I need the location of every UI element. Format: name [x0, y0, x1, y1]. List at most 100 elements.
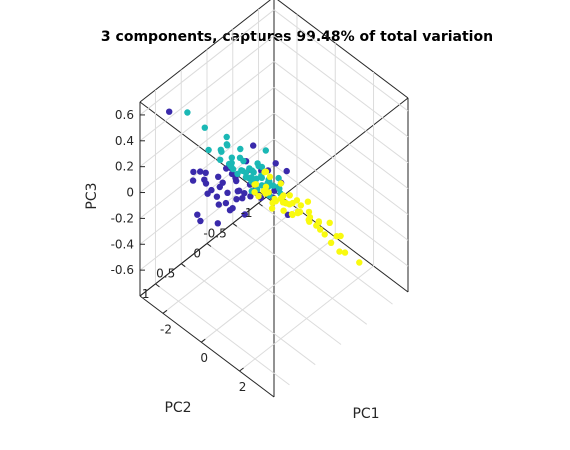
data-point-series-3 — [317, 226, 324, 233]
grid-lines — [139, 9, 409, 386]
grid-line — [273, 164, 409, 267]
data-point-series-1 — [216, 183, 223, 191]
data-point-series-2 — [223, 133, 230, 141]
data-point-series-2 — [201, 124, 208, 131]
data-point-series-3 — [277, 180, 284, 187]
z-tick-label: 0.4 — [115, 134, 134, 148]
z-axis-label: PC3 — [84, 182, 100, 209]
data-point-series-3 — [286, 192, 293, 199]
data-point-series-3 — [326, 219, 333, 226]
data-point-series-3 — [268, 205, 276, 212]
axes-front-edges — [139, 102, 275, 398]
data-point-series-2 — [275, 174, 282, 182]
data-point-series-2 — [228, 154, 235, 161]
data-point-series-1 — [214, 220, 221, 227]
x-tick-label: 0 — [200, 351, 208, 365]
data-point-series-1 — [222, 199, 230, 207]
data-point-series-1 — [202, 169, 209, 176]
data-point-series-3 — [305, 208, 313, 216]
data-point-series-3 — [297, 202, 305, 209]
y-tick-label: 1 — [142, 287, 150, 301]
data-point-series-2 — [253, 175, 260, 182]
data-point-series-3 — [255, 193, 262, 200]
data-point-series-1 — [247, 193, 254, 200]
data-point-series-3 — [286, 201, 293, 208]
grid-line — [273, 138, 409, 241]
grid-line — [273, 35, 409, 138]
y-axis-label: PC2 — [164, 400, 191, 416]
data-point-series-1 — [189, 177, 197, 184]
data-point-series-2 — [227, 163, 235, 170]
z-tick-label: -0.6 — [111, 263, 134, 277]
data-point-series-3 — [294, 209, 301, 217]
data-point-series-1 — [241, 211, 248, 218]
y-tick-mark — [155, 283, 160, 288]
grid-line — [139, 9, 275, 116]
data-point-series-2 — [234, 170, 241, 177]
data-point-series-1 — [250, 142, 257, 149]
data-point-series-1 — [224, 189, 231, 196]
data-point-series-1 — [226, 207, 234, 214]
box-edge — [277, 0, 409, 99]
data-point-series-2 — [218, 148, 225, 155]
data-point-series-1 — [166, 108, 173, 115]
z-tick-label: 0 — [126, 186, 134, 200]
data-point-series-3 — [265, 189, 272, 196]
data-point-series-2 — [258, 163, 266, 171]
data-point-series-2 — [258, 174, 265, 181]
data-point-series-2 — [276, 185, 283, 192]
grid-line — [139, 61, 275, 168]
grid-line — [273, 9, 409, 112]
data-point-series-2 — [262, 147, 269, 154]
x-tick-mark — [200, 338, 206, 343]
data-point-series-1 — [202, 180, 210, 187]
data-point-series-1 — [283, 167, 290, 175]
data-point-series-3 — [266, 173, 274, 180]
data-point-series-3 — [336, 248, 343, 255]
data-point-series-1 — [239, 195, 246, 202]
y-tick-label: 0.5 — [156, 267, 175, 281]
data-point-series-3 — [321, 231, 328, 238]
data-point-series-1 — [215, 201, 222, 208]
x-tick-label: -2 — [160, 322, 172, 336]
data-point-series-1 — [197, 217, 204, 225]
data-point-series-3 — [262, 183, 270, 190]
data-point-series-2 — [242, 169, 250, 177]
grid-line — [206, 243, 342, 345]
data-point-series-3 — [261, 168, 268, 176]
x-tick-mark — [239, 367, 244, 372]
data-point-series-2 — [237, 145, 244, 153]
grid-line — [232, 222, 368, 325]
y-tick-mark — [206, 243, 212, 247]
data-point-series-1 — [233, 177, 240, 185]
data-point-series-3 — [251, 189, 258, 196]
data-points — [166, 108, 363, 266]
data-point-series-2 — [217, 156, 224, 163]
data-point-series-1 — [215, 173, 222, 180]
data-point-series-1 — [233, 196, 240, 203]
grid-line — [273, 113, 409, 215]
data-point-series-3 — [252, 181, 260, 188]
grid-line — [139, 87, 275, 193]
y-tick-mark — [258, 202, 263, 207]
data-point-series-2 — [223, 141, 230, 148]
z-tick-label: -0.4 — [111, 237, 134, 251]
data-point-series-3 — [327, 239, 335, 246]
data-point-series-3 — [333, 233, 340, 240]
z-tick-label: -0.2 — [111, 211, 134, 225]
data-point-series-2 — [184, 109, 191, 116]
grid-line — [258, 202, 393, 305]
y-tick-label: -1 — [241, 206, 253, 220]
box-edge — [273, 97, 409, 204]
grid-line — [139, 113, 275, 219]
y-tick-mark — [180, 263, 186, 268]
data-point-series-1 — [197, 168, 204, 175]
data-point-series-2 — [240, 157, 247, 165]
data-point-series-1 — [213, 193, 221, 200]
data-point-series-3 — [356, 259, 363, 266]
y-tick-mark — [232, 222, 238, 227]
y-tick-label: -0.5 — [203, 226, 226, 240]
grid-line — [139, 35, 275, 142]
z-tick-label: 0.2 — [115, 160, 134, 174]
